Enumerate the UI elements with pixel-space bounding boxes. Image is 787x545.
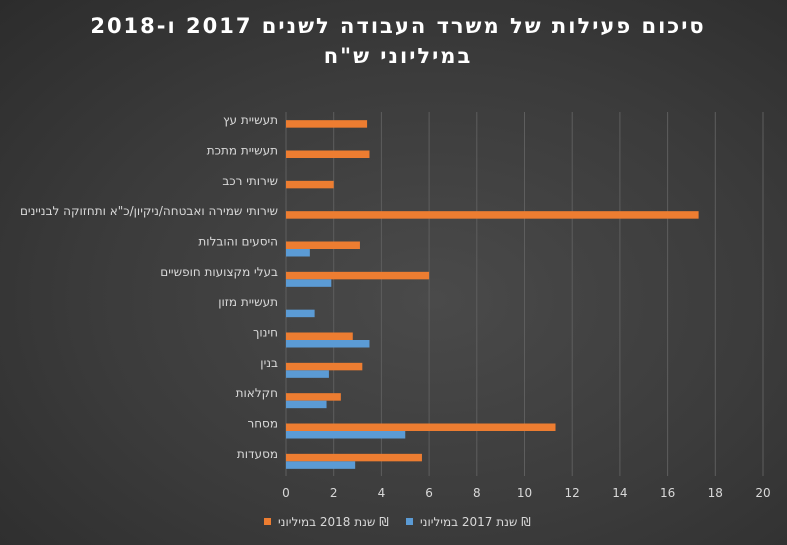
bar-series-1-cat-11 — [286, 461, 356, 469]
category-label-7: חינוך — [253, 326, 278, 340]
category-label-5: בעלי מקצועות חופשיים — [160, 265, 278, 279]
x-tick-label-4: 8 — [473, 486, 481, 500]
bar-series-1-cat-7 — [286, 340, 370, 348]
category-label-6: תעשיית מזון — [218, 295, 278, 309]
category-label-8: בנין — [260, 356, 278, 370]
bar-series-1-cat-8 — [286, 370, 329, 378]
x-tick-label-3: 6 — [425, 486, 433, 500]
category-label-2: שירותי רכב — [222, 174, 278, 188]
legend-label-0: שנת 2018 במיליוני ₪ — [278, 515, 389, 529]
category-label-11: מסעדות — [237, 447, 278, 461]
bars — [286, 120, 699, 469]
bar-series-1-cat-9 — [286, 400, 327, 409]
x-tick-label-5: 10 — [517, 486, 532, 500]
category-label-1: תעשיית מתכת — [207, 144, 278, 158]
x-tick-label-8: 16 — [660, 486, 675, 500]
x-tick-label-2: 4 — [378, 486, 386, 500]
gridlines — [285, 112, 764, 476]
bar-series-0-cat-4 — [286, 241, 360, 249]
bar-series-0-cat-2 — [286, 180, 334, 189]
bar-series-0-cat-3 — [286, 211, 699, 219]
bar-series-1-cat-5 — [286, 279, 332, 287]
x-tick-label-6: 12 — [565, 486, 580, 500]
bar-series-0-cat-0 — [286, 120, 368, 128]
category-labels: תעשיית עץ תעשיית מתכת שירותי רכב שירותי שמי… — [20, 113, 278, 461]
x-tick-label-7: 14 — [612, 486, 627, 500]
bar-series-1-cat-10 — [286, 431, 406, 439]
bar-series-1-cat-4 — [286, 249, 310, 257]
bar-series-0-cat-9 — [286, 393, 341, 401]
legend-label-1: שנת 2017 במיליוני ₪ — [420, 515, 531, 529]
bar-series-1-cat-6 — [286, 309, 315, 318]
bar-series-0-cat-1 — [286, 150, 370, 158]
chart-title-line-1: סיכום פעילות של משרד העבודה לשנים 2017 ו… — [90, 14, 705, 38]
legend: שנת 2018 במיליוני ₪ שנת 2017 במיליוני ₪ — [264, 515, 531, 529]
category-label-9: חקלאות — [236, 386, 278, 400]
category-label-0: תעשיית עץ — [223, 113, 278, 127]
x-axis-ticks: 0 2 4 6 8 10 12 14 16 18 20 — [282, 486, 770, 500]
chart-title-line-2: במיליוני ש"ח — [324, 44, 473, 68]
legend-swatch-0 — [264, 518, 271, 525]
bar-series-0-cat-7 — [286, 332, 353, 340]
x-tick-label-0: 0 — [282, 486, 290, 500]
bar-series-0-cat-10 — [286, 423, 556, 431]
x-tick-label-1: 2 — [330, 486, 338, 500]
bar-series-0-cat-8 — [286, 362, 363, 371]
category-label-3: שירותי שמירה ואבטחה/ניקיון/כ"א ותחזוקה ל… — [20, 204, 278, 218]
x-tick-label-10: 20 — [755, 486, 770, 500]
category-label-4: היסעים והובלות — [198, 235, 278, 249]
legend-swatch-1 — [406, 518, 413, 525]
bar-series-0-cat-11 — [286, 453, 422, 462]
x-tick-label-9: 18 — [708, 486, 723, 500]
category-label-10: מסחר — [247, 417, 278, 431]
bar-series-0-cat-5 — [286, 271, 430, 280]
